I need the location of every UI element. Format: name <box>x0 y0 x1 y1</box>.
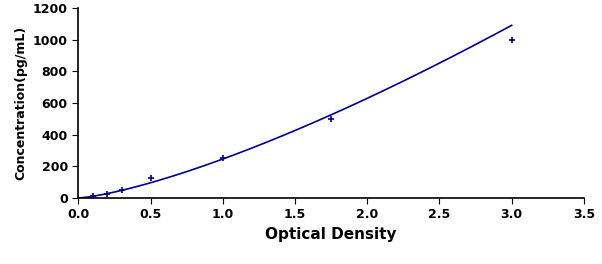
Y-axis label: Concentration(pg/mL): Concentration(pg/mL) <box>14 26 27 180</box>
X-axis label: Optical Density: Optical Density <box>265 227 397 242</box>
